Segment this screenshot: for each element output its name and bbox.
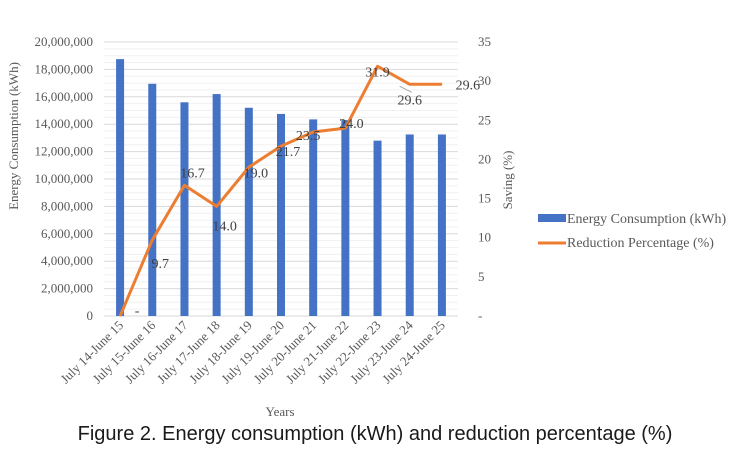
bar — [148, 83, 157, 316]
legend: Energy Consumption (kWh) Reduction Perce… — [538, 212, 727, 251]
line-data-label: 24.0 — [339, 117, 364, 132]
y-tick-label: 6,000,000 — [41, 226, 93, 241]
y-axis-ticks: 0 2,000,000 4,000,000 6,000,000 8,000,000 10,… — [35, 34, 94, 323]
y-tick-label: 18,000,000 — [35, 61, 94, 76]
legend-label-reduction: Reduction Percentage (%) — [567, 236, 714, 251]
y2-tick-label: 30 — [478, 73, 491, 88]
bar — [373, 140, 382, 316]
line-data-label: 19.0 — [244, 166, 269, 181]
bar — [405, 134, 414, 316]
line-point — [441, 83, 443, 85]
line-data-label: 9.7 — [152, 257, 170, 272]
y2-tick-label: 35 — [478, 34, 491, 49]
bar — [244, 107, 253, 316]
bar-series — [116, 59, 446, 316]
legend-swatch-bar — [538, 214, 566, 222]
line-data-label: - — [135, 304, 140, 319]
bar — [277, 113, 285, 316]
line-data-label: 29.6 — [397, 93, 422, 108]
y-tick-label: 20,000,000 — [35, 34, 94, 49]
label-leader-line — [399, 85, 412, 93]
bar — [437, 134, 446, 316]
line-series — [118, 64, 443, 317]
x-axis-title: Years — [265, 404, 294, 419]
line-point — [312, 131, 314, 133]
line-point — [151, 239, 153, 241]
y-tick-label: 2,000,000 — [41, 281, 93, 296]
line-point — [248, 166, 250, 168]
combo-chart: - 9.7 16.7 14.0 19.0 21.723.5 24.0 31.9 29.6 29.6… — [6, 34, 727, 419]
y2-tick-label: 25 — [478, 112, 491, 127]
y-tick-label: 0 — [87, 308, 94, 323]
y2-tick-label: 10 — [478, 230, 491, 245]
line-point — [119, 315, 121, 317]
y-tick-label: 12,000,000 — [35, 144, 94, 159]
y2-tick-label: - — [478, 308, 482, 323]
legend-item-reduction: Reduction Percentage (%) — [538, 236, 714, 251]
line-point — [409, 83, 411, 85]
bar — [180, 102, 189, 316]
line-data-label: 23.5 — [296, 129, 321, 144]
bar — [341, 120, 350, 316]
y2-axis-ticks: - 5 10 15 20 25 30 35 — [478, 34, 491, 323]
bar — [116, 59, 125, 316]
y-tick-label: 10,000,000 — [35, 171, 94, 186]
line-data-label: 31.9 — [365, 65, 390, 80]
y-tick-label: 8,000,000 — [41, 198, 93, 213]
line-data-label: 16.7 — [180, 166, 205, 181]
line-point — [280, 145, 282, 147]
line-point — [344, 127, 346, 129]
y-tick-label: 14,000,000 — [35, 116, 94, 131]
y2-axis-title: Saving (%) — [500, 151, 515, 210]
legend-label-energy: Energy Consumption (kWh) — [567, 212, 727, 227]
line-point — [377, 65, 379, 67]
line-data-label: 29.6 — [456, 78, 481, 93]
y-tick-label: 4,000,000 — [41, 253, 93, 268]
line-point — [183, 184, 185, 186]
y-tick-label: 16,000,000 — [35, 89, 94, 104]
line-data-label: 14.0 — [212, 219, 237, 234]
line-point — [216, 205, 218, 207]
figure-caption: Figure 2. Energy consumption (kWh) and r… — [77, 423, 673, 445]
y2-tick-label: 15 — [478, 191, 491, 206]
data-labels: - 9.7 16.7 14.0 19.0 21.723.5 24.0 31.9 29.6 29.6 — [135, 65, 480, 319]
y2-tick-label: 20 — [478, 151, 491, 166]
y-axis-title: Energy Consumption (kWh) — [6, 62, 21, 210]
line-data-label: 21.7 — [276, 145, 301, 160]
bar — [309, 119, 318, 316]
legend-item-energy: Energy Consumption (kWh) — [538, 212, 727, 227]
y2-tick-label: 5 — [478, 269, 485, 284]
